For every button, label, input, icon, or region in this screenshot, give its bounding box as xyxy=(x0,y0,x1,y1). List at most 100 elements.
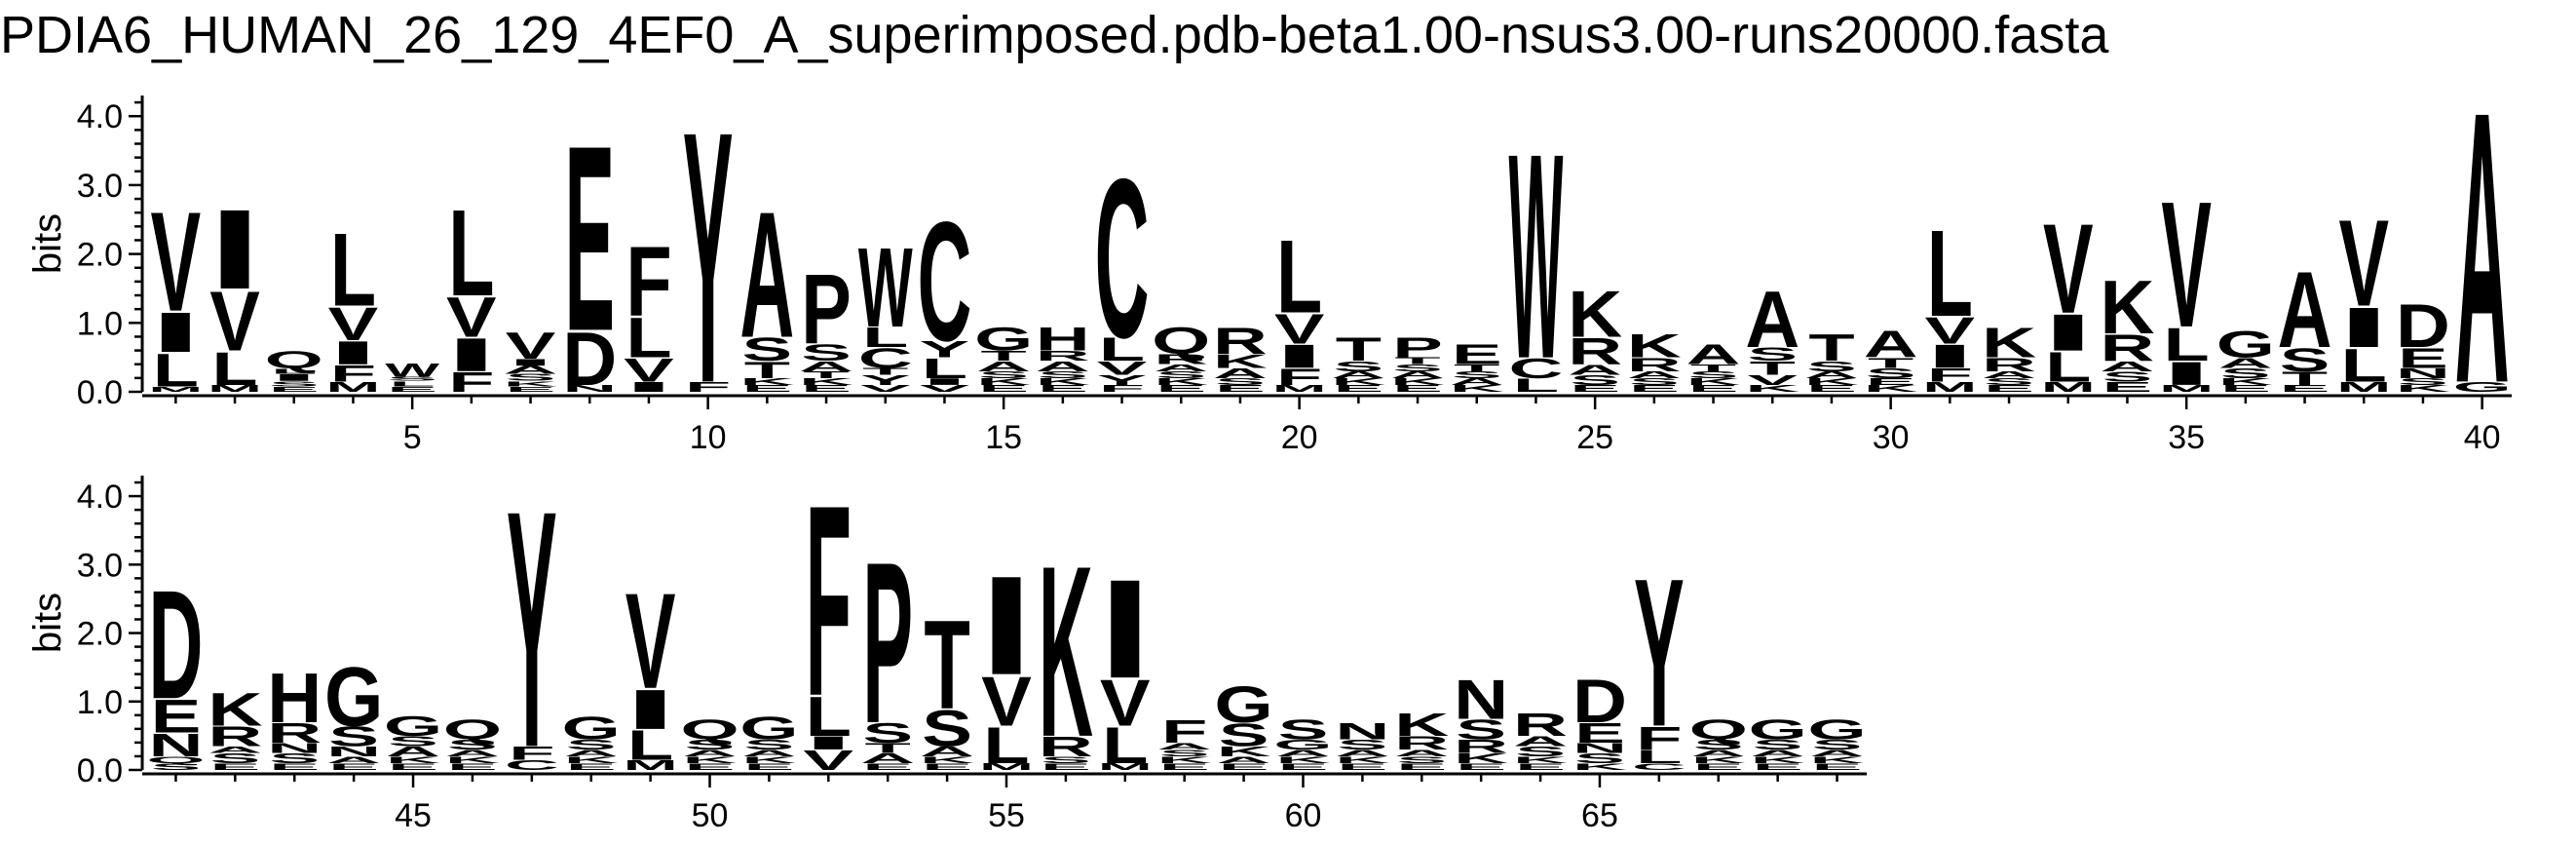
logo-letter: L xyxy=(211,342,257,395)
logo-letter: H xyxy=(267,658,322,737)
y-tick-label: 3.0 xyxy=(77,168,123,205)
y-tick-label: 1.0 xyxy=(77,684,123,721)
logo-letter: A xyxy=(1982,369,2036,380)
logo-letter: S xyxy=(922,700,972,757)
logo-letter: A xyxy=(1627,369,1682,380)
logo-letter: S xyxy=(269,379,320,388)
logo-letter: E xyxy=(1038,383,1088,394)
logo-letter: F xyxy=(330,361,376,387)
logo-letter: L xyxy=(1099,330,1145,367)
logo-letter: T xyxy=(744,357,790,383)
y-tick-label: 0.0 xyxy=(77,374,123,411)
logo-letter: K xyxy=(1804,376,1859,387)
logo-letter: M xyxy=(1922,379,1977,395)
logo-letter: S xyxy=(1570,372,1620,388)
logo-letter: E xyxy=(922,761,972,772)
logo-letter: V xyxy=(2161,164,2212,365)
logo-letter: N xyxy=(1572,740,1627,755)
logo-letter: I xyxy=(979,547,1034,705)
logo-letter: I xyxy=(2336,296,2391,360)
logo-letter: A xyxy=(741,748,796,758)
logo-letter: K xyxy=(208,683,262,736)
logo-letter: A xyxy=(1157,741,1212,751)
logo-letter: Y xyxy=(920,336,970,363)
logo-letter: E xyxy=(2398,342,2448,373)
logo-letter: S xyxy=(388,733,438,749)
logo-letter: A xyxy=(739,174,794,375)
logo-letter: E xyxy=(388,761,438,772)
logo-letter: N xyxy=(562,383,617,394)
logo-letter: T xyxy=(803,369,850,380)
logo-letter: T xyxy=(1868,355,1913,370)
y-axis-title: bits xyxy=(26,213,69,274)
logo-letter: K xyxy=(1454,750,1508,766)
logo-letter: S xyxy=(2398,376,2448,387)
logo-letter: A xyxy=(386,744,440,759)
logo-letter: A xyxy=(208,745,262,755)
logo-letter: K xyxy=(1745,383,1799,394)
logo-letter: M xyxy=(1272,383,1327,394)
logo-letter: P xyxy=(862,516,913,772)
logo-letter: M xyxy=(2041,379,2096,395)
logo-letter: K xyxy=(1686,376,1741,387)
logo-letter: T xyxy=(981,348,1027,364)
logo-letter: K xyxy=(2101,266,2155,350)
x-tick-label: 30 xyxy=(1873,419,1910,456)
logo-letter: S xyxy=(1753,737,1803,752)
logo-letter: A xyxy=(860,750,915,766)
logo-letter: E xyxy=(447,761,498,772)
logo-letter: A xyxy=(1154,363,1208,373)
logo-letter: K xyxy=(1751,754,1805,765)
logo-letter: A xyxy=(1568,362,1622,377)
logo-letter: S xyxy=(1806,359,1857,374)
logo-letter: E xyxy=(387,385,437,394)
logo-letter: Y xyxy=(1097,372,1148,388)
logo-letter: E xyxy=(1456,761,1506,772)
logo-letter: T xyxy=(1750,358,1796,379)
logo-letter: F xyxy=(685,379,731,395)
logo-letter: M xyxy=(148,385,203,394)
logo-letter: I xyxy=(1272,338,1327,375)
logo-letter: S xyxy=(1812,737,1863,752)
logo-letter: A xyxy=(2101,359,2155,374)
logo-letter: E xyxy=(742,383,793,394)
logo-letter: S xyxy=(151,761,202,772)
logo-letter: W xyxy=(858,223,913,351)
logo-letter: Q xyxy=(265,347,323,374)
logo-letter: G xyxy=(324,650,383,744)
logo-letter: E xyxy=(801,383,852,394)
logo-letter: M xyxy=(624,757,678,773)
logo-letter: A xyxy=(1335,748,1389,758)
logo-letter: C xyxy=(1632,761,1686,772)
logo-letter: V xyxy=(209,274,260,368)
logo-letter: R xyxy=(1036,348,1090,364)
logo-letter: M xyxy=(979,762,1034,773)
logo-letter: M xyxy=(2336,379,2391,395)
logo-letter: C xyxy=(858,342,913,373)
logo-letter: G xyxy=(2453,379,2512,395)
logo-letter: K xyxy=(1568,278,1622,352)
logo-letter: Y xyxy=(1634,536,1685,771)
logo-letter: L xyxy=(2341,339,2387,392)
logo-letter: S xyxy=(1693,737,1744,752)
logo-letter: Q xyxy=(1689,714,1748,746)
logo-letter: K xyxy=(1691,754,1746,765)
logo-letter: T xyxy=(862,366,909,377)
logo-letter: S xyxy=(1515,744,1566,759)
y-axis-title: bits xyxy=(26,593,69,653)
logo-letter: F xyxy=(625,227,671,338)
y-tick-label: 4.0 xyxy=(77,98,123,135)
